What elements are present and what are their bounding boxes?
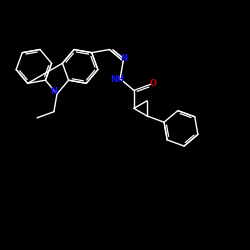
Text: O: O	[149, 79, 156, 88]
Text: NH: NH	[110, 75, 124, 84]
Text: N: N	[50, 88, 58, 96]
Text: N: N	[121, 54, 128, 62]
